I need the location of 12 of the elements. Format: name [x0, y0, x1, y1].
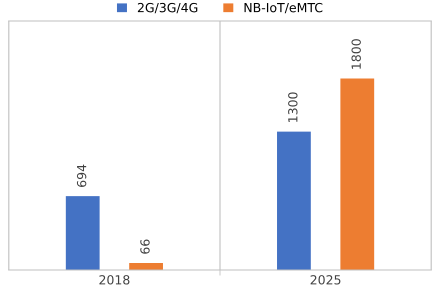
- data-label: 694: [76, 164, 86, 187]
- legend-label: NB-IoT/eMTC: [244, 2, 322, 14]
- data-label: 66: [140, 240, 150, 254]
- x-tick-label: 2018: [99, 275, 130, 285]
- data-label: 1300: [288, 92, 298, 122]
- legend-label: 2G/3G/4G: [138, 2, 198, 14]
- bar: [129, 262, 163, 270]
- data-label: 1800: [351, 39, 361, 69]
- bar: [340, 78, 374, 270]
- bar: [66, 196, 100, 270]
- bar: [277, 132, 311, 270]
- x-tick-label: 2025: [310, 275, 340, 285]
